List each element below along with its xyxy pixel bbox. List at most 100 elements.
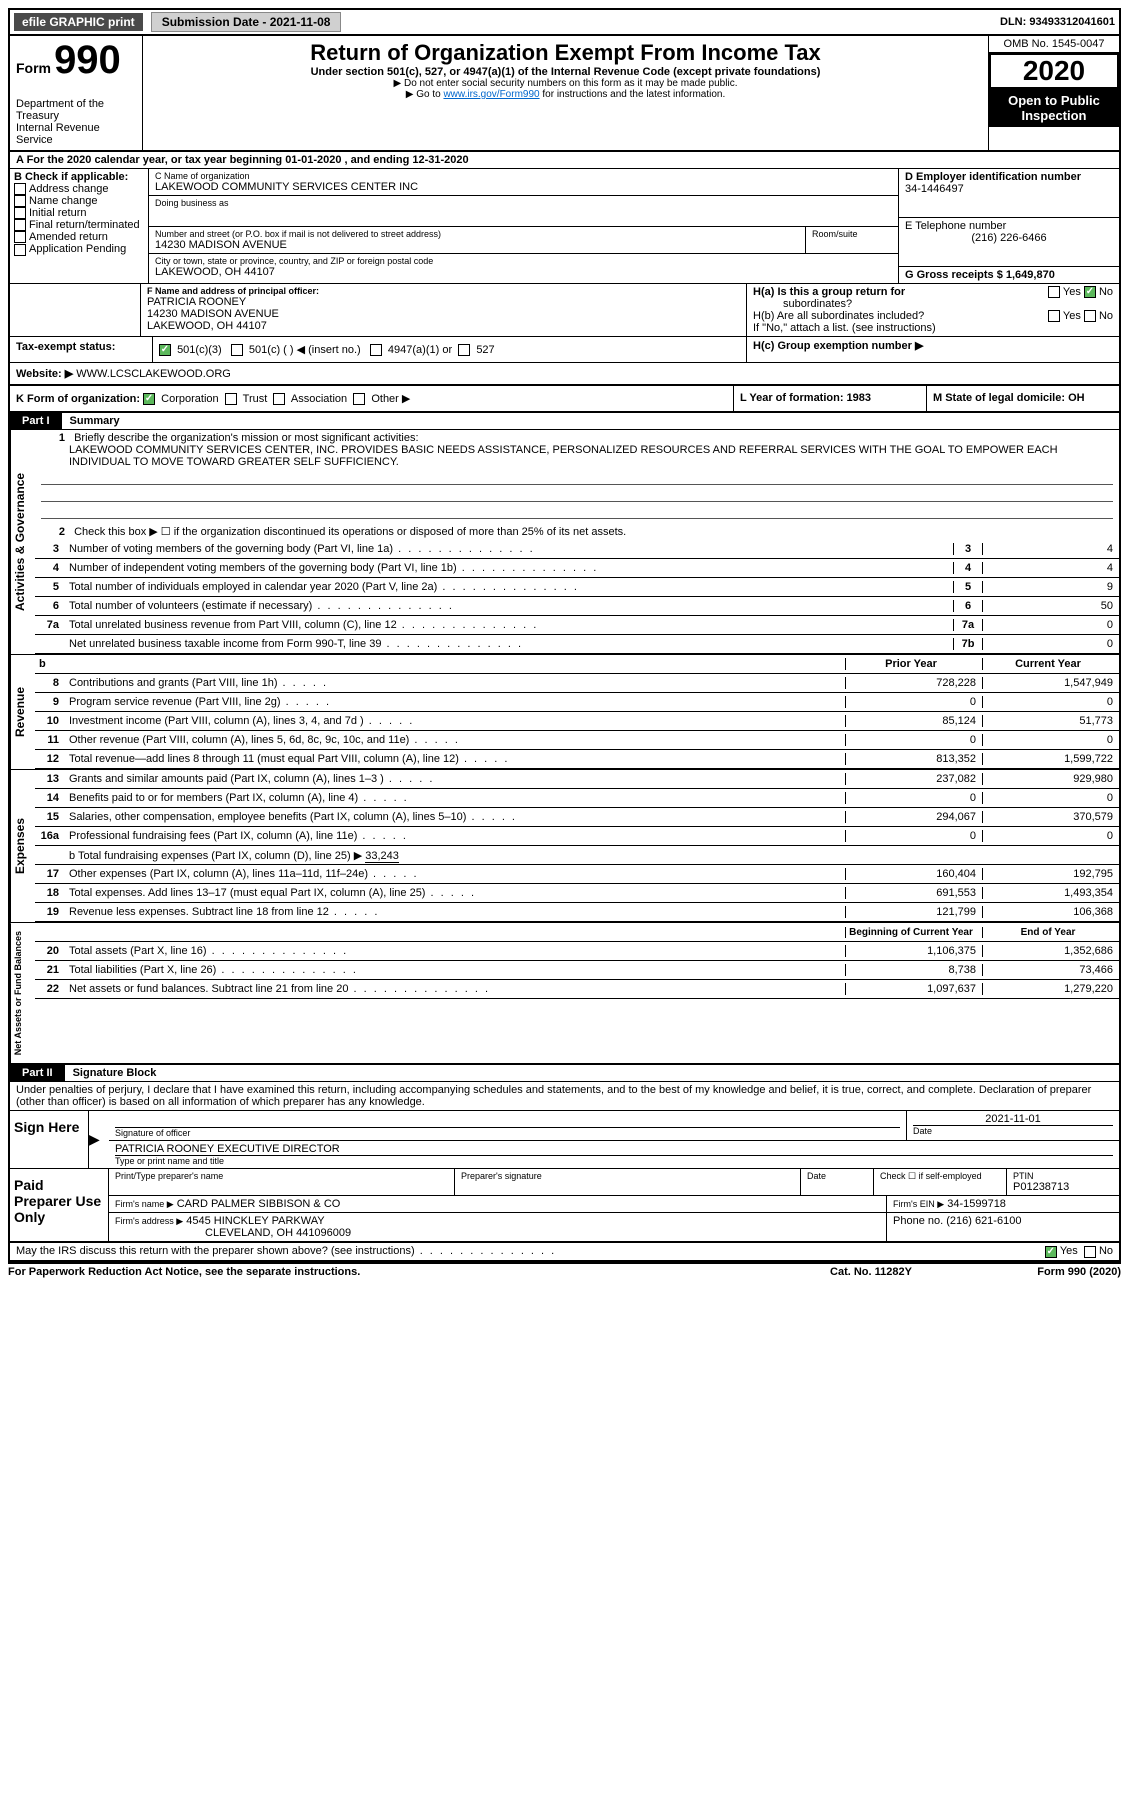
discuss-yes[interactable]	[1045, 1246, 1057, 1258]
website: WWW.LCSCLAKEWOOD.ORG	[76, 368, 231, 380]
efile-bar: efile GRAPHIC print Submission Date - 20…	[10, 10, 1119, 36]
dept: Department of the Treasury	[16, 98, 136, 122]
cb-final[interactable]	[14, 219, 26, 231]
ptin: P01238713	[1013, 1181, 1113, 1193]
addr-label: Number and street (or P.O. box if mail i…	[155, 229, 799, 239]
prep-name-label: Print/Type preparer's name	[109, 1169, 454, 1195]
info-ssn: ▶ Do not enter social security numbers o…	[153, 78, 978, 89]
form-title: Return of Organization Exempt From Incom…	[153, 40, 978, 66]
ein: 34-1446497	[905, 183, 1113, 195]
tax-year: 2020	[989, 53, 1119, 89]
part2-title: Signature Block	[65, 1065, 165, 1081]
room-label: Room/suite	[805, 227, 898, 253]
officer-addr2: LAKEWOOD, OH 44107	[147, 320, 740, 332]
date-label: Date	[913, 1126, 1113, 1136]
hc-label: H(c) Group exemption number ▶	[746, 337, 1119, 362]
cb-501c[interactable]	[231, 344, 243, 356]
cb-name[interactable]	[14, 195, 26, 207]
cb-4947[interactable]	[370, 344, 382, 356]
officer-addr1: 14230 MADISON AVENUE	[147, 308, 740, 320]
l16b-val: 33,243	[365, 850, 399, 863]
firm-phone: Phone no. (216) 621-6100	[886, 1213, 1119, 1241]
end-year: End of Year	[982, 927, 1119, 938]
info-link: ▶ Go to www.irs.gov/Form990 for instruct…	[153, 89, 978, 100]
sig-officer-label: Signature of officer	[115, 1128, 900, 1138]
address: 14230 MADISON AVENUE	[155, 239, 799, 251]
f-label: F Name and address of principal officer:	[147, 286, 740, 296]
cb-pending[interactable]	[14, 244, 26, 256]
ptin-label: PTIN	[1013, 1171, 1113, 1181]
form-label: Form	[16, 60, 51, 76]
form-number: 990	[54, 38, 121, 82]
org-name: LAKEWOOD COMMUNITY SERVICES CENTER INC	[155, 181, 892, 193]
firm-addr2: CLEVELAND, OH 441096009	[115, 1227, 880, 1239]
cb-other[interactable]	[353, 393, 365, 405]
k-label: K Form of organization:	[16, 393, 140, 405]
vert-exp: Expenses	[10, 770, 35, 922]
city: LAKEWOOD, OH 44107	[155, 266, 892, 278]
firm-ein: 34-1599718	[947, 1198, 1006, 1210]
cb-assoc[interactable]	[273, 393, 285, 405]
discuss-no[interactable]	[1084, 1246, 1096, 1258]
hb-yes[interactable]	[1048, 310, 1060, 322]
d-label: D Employer identification number	[905, 171, 1113, 183]
ha-yes[interactable]	[1048, 286, 1060, 298]
hb-no[interactable]	[1084, 310, 1096, 322]
g-receipts: G Gross receipts $ 1,649,870	[899, 267, 1119, 283]
efile-print-btn[interactable]: efile GRAPHIC print	[14, 13, 143, 31]
open-public: Open to Public Inspection	[989, 89, 1119, 127]
m-state: M State of legal domicile: OH	[926, 386, 1119, 411]
omb: OMB No. 1545-0047	[989, 36, 1119, 53]
paperwork: For Paperwork Reduction Act Notice, see …	[8, 1266, 771, 1278]
officer-name: PATRICIA ROONEY	[147, 296, 740, 308]
irs-link[interactable]: www.irs.gov/Form990	[443, 89, 539, 100]
tax-exempt-label: Tax-exempt status:	[10, 337, 153, 362]
paid-preparer: Paid Preparer Use Only	[10, 1169, 109, 1241]
l16b: b Total fundraising expenses (Part IX, c…	[69, 850, 362, 862]
section-a: A For the 2020 calendar year, or tax yea…	[10, 152, 1119, 169]
j-label: Website: ▶	[16, 368, 73, 380]
type-label: Type or print name and title	[115, 1156, 1113, 1166]
arrow-icon: ▶	[89, 1131, 100, 1148]
sig-date: 2021-11-01	[913, 1113, 1113, 1126]
cb-trust[interactable]	[225, 393, 237, 405]
dln: DLN: 93493312041601	[1000, 16, 1115, 28]
cb-501c3[interactable]	[159, 344, 171, 356]
mission: LAKEWOOD COMMUNITY SERVICES CENTER, INC.…	[41, 444, 1113, 468]
hb-note: If "No," attach a list. (see instruction…	[753, 322, 1113, 334]
firm-addr1: 4545 HINCKLEY PARKWAY	[186, 1215, 324, 1227]
irs: Internal Revenue Service	[16, 122, 136, 146]
form-header: Form 990 Department of the Treasury Inte…	[10, 36, 1119, 152]
hb-label: H(b) Are all subordinates included?	[753, 310, 1048, 322]
cat-no: Cat. No. 11282Y	[771, 1266, 971, 1278]
cb-amended[interactable]	[14, 231, 26, 243]
e-label: E Telephone number	[905, 220, 1113, 232]
prior-year: Prior Year	[845, 658, 982, 670]
dba-label: Doing business as	[155, 198, 892, 208]
section-b: B Check if applicable: Address change Na…	[10, 169, 149, 283]
part2-label: Part II	[10, 1065, 65, 1081]
ha-no[interactable]	[1084, 286, 1096, 298]
form-subtitle: Under section 501(c), 527, or 4947(a)(1)…	[153, 66, 978, 78]
prep-date-label: Date	[800, 1169, 873, 1195]
form-footer: Form 990 (2020)	[971, 1266, 1121, 1278]
l1-label: Briefly describe the organization's miss…	[74, 432, 418, 444]
submission-date: Submission Date - 2021-11-08	[151, 12, 342, 32]
current-year: Current Year	[982, 658, 1119, 670]
ha-label: H(a) Is this a group return for	[753, 286, 905, 298]
vert-gov: Activities & Governance	[10, 430, 35, 654]
c-label: C Name of organization	[155, 171, 892, 181]
cb-initial[interactable]	[14, 207, 26, 219]
city-label: City or town, state or province, country…	[155, 256, 892, 266]
prep-sig-label: Preparer's signature	[454, 1169, 800, 1195]
check-self: Check ☐ if self-employed	[873, 1169, 1006, 1195]
sign-here: Sign Here	[10, 1111, 89, 1168]
vert-net: Net Assets or Fund Balances	[10, 923, 35, 1063]
cb-corp[interactable]	[143, 393, 155, 405]
cb-527[interactable]	[458, 344, 470, 356]
vert-rev: Revenue	[10, 655, 35, 769]
l-year: L Year of formation: 1983	[733, 386, 926, 411]
officer-typed: PATRICIA ROONEY EXECUTIVE DIRECTOR	[115, 1143, 1113, 1156]
cb-address[interactable]	[14, 183, 26, 195]
discuss: May the IRS discuss this return with the…	[16, 1245, 1045, 1257]
